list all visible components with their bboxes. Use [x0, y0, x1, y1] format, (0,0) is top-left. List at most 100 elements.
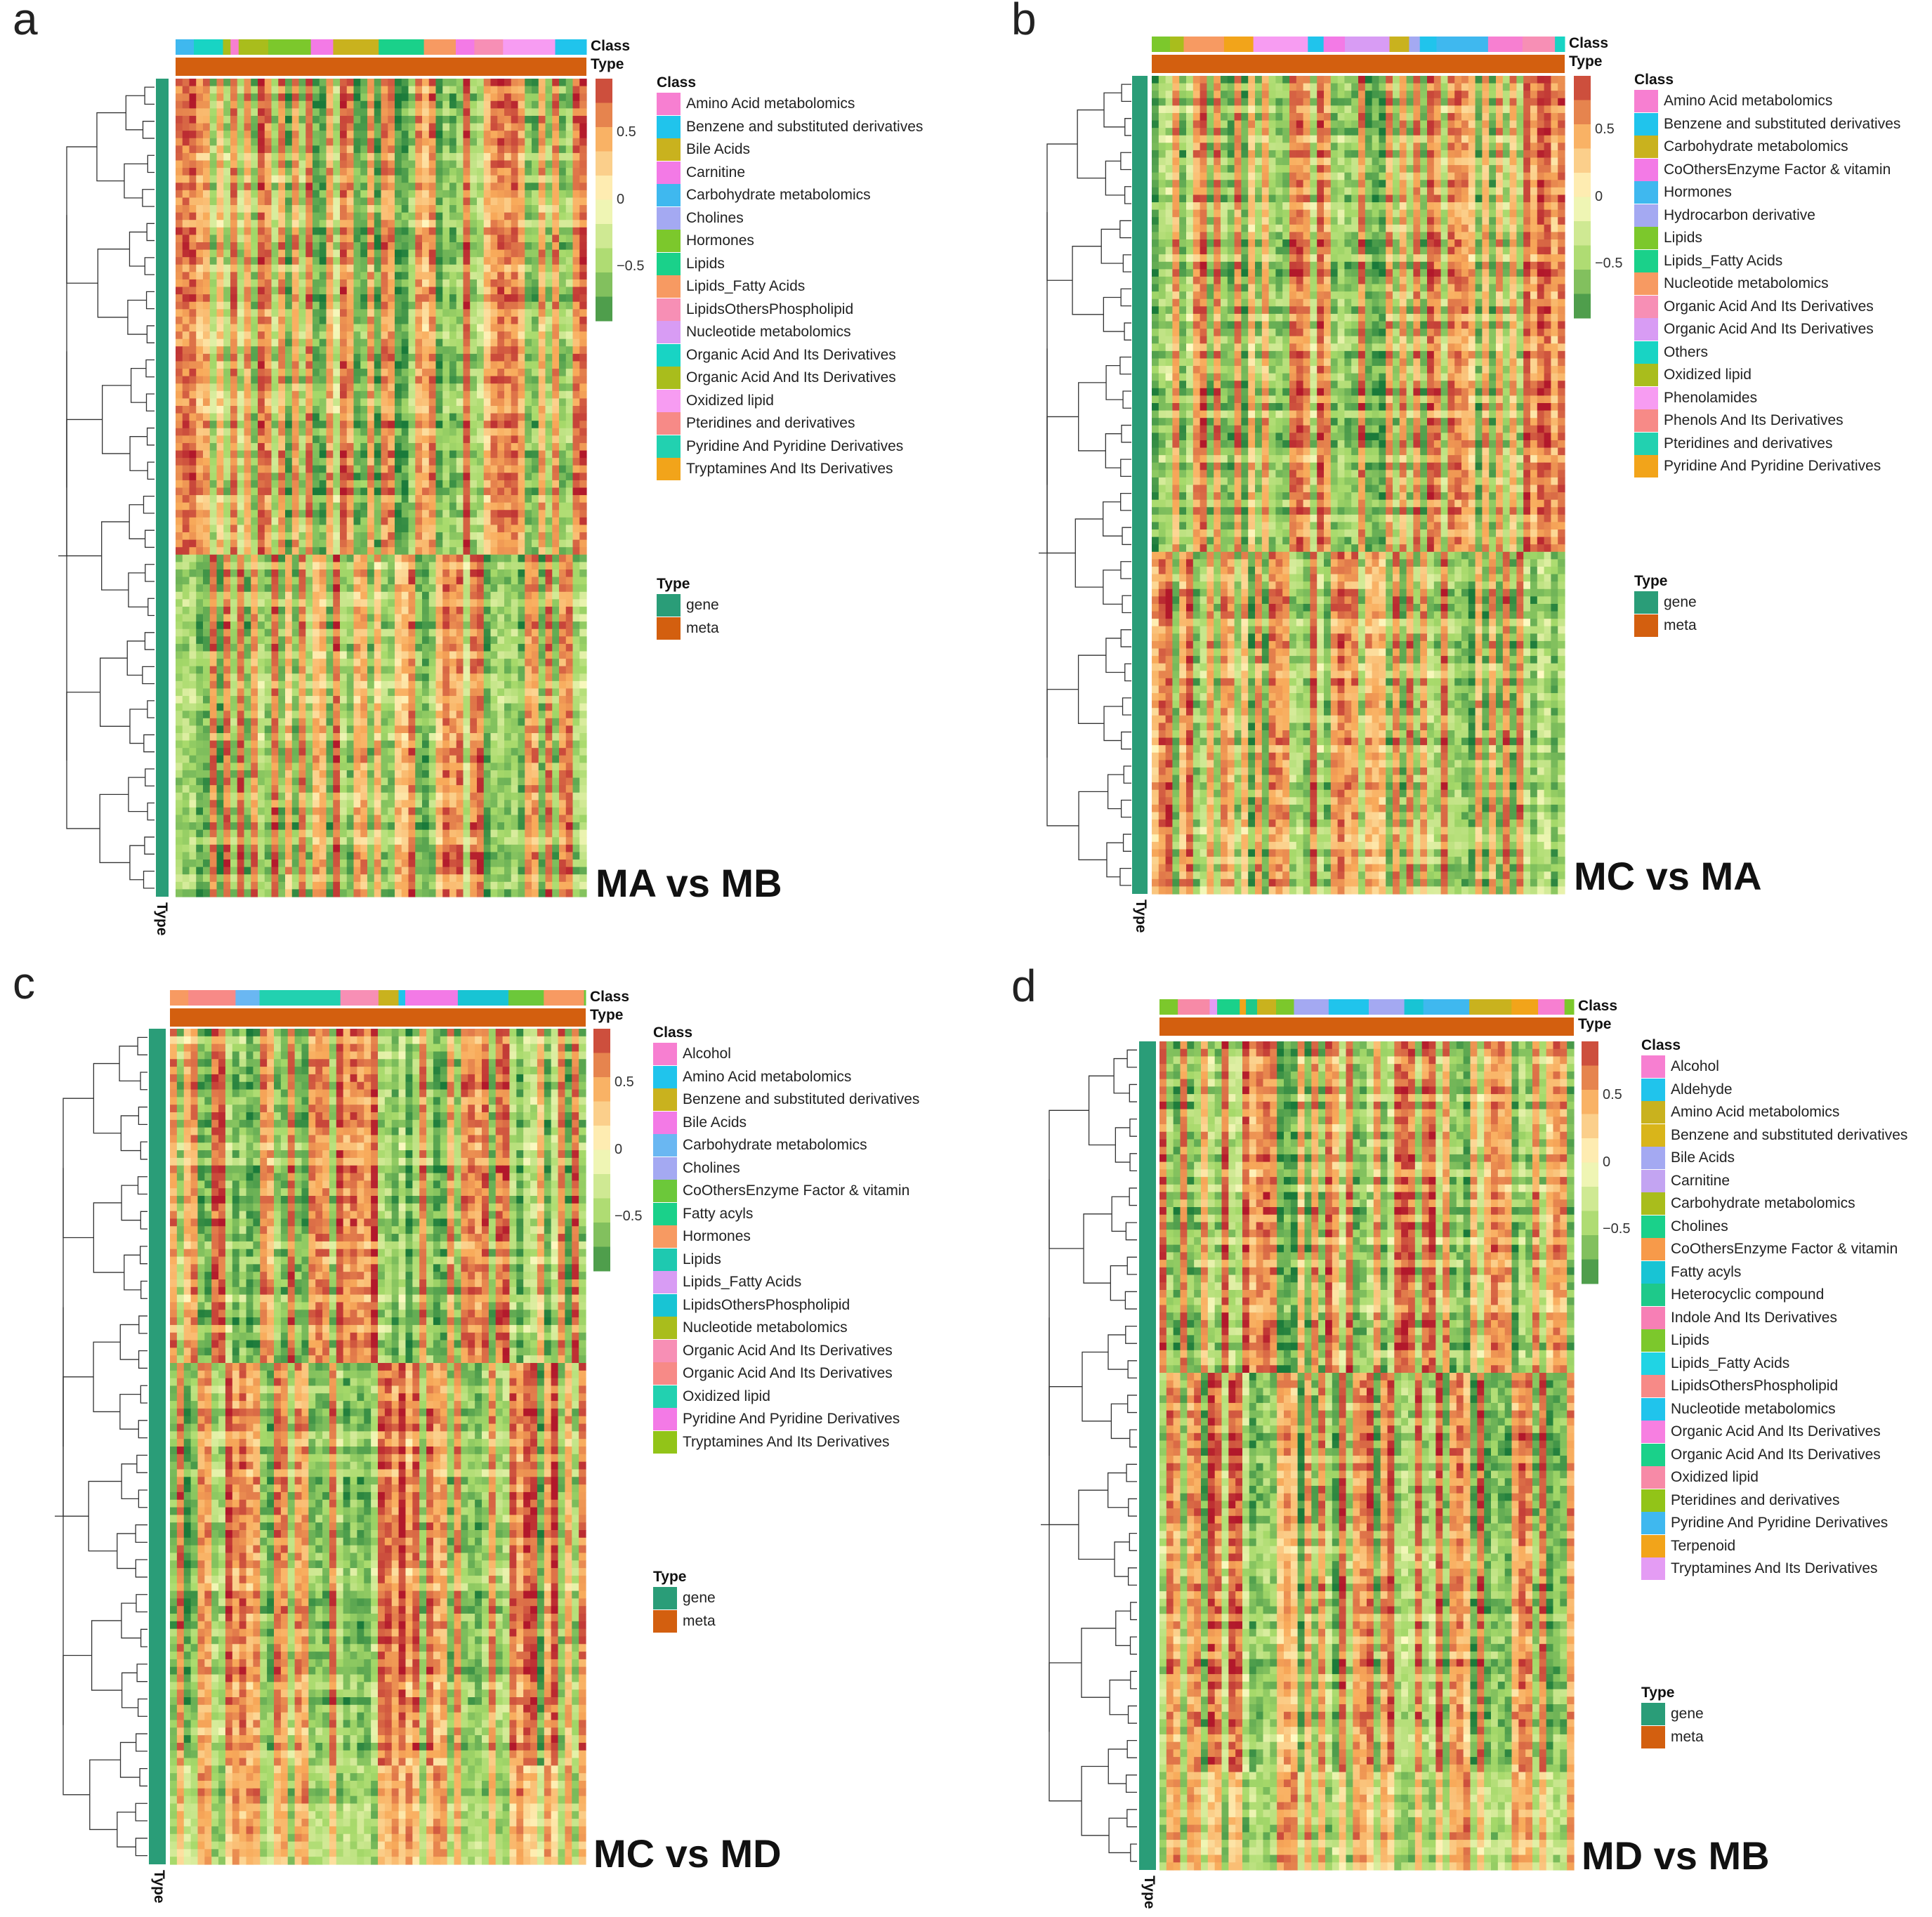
heatmap-cell: [353, 235, 361, 243]
heatmap-cell: [504, 480, 512, 489]
heatmap-cell: [340, 145, 348, 154]
heatmap-cell: [428, 487, 437, 496]
heatmap-cell: [340, 309, 348, 317]
heatmap-cell: [258, 316, 265, 325]
heatmap-cell: [237, 294, 245, 303]
heatmap-cell: [264, 301, 272, 310]
heatmap-cell: [422, 264, 430, 272]
heatmap-cell: [497, 651, 505, 659]
heatmap-cell: [367, 510, 375, 518]
heatmap-cell: [401, 480, 409, 489]
heatmap-cell: [477, 376, 485, 384]
heatmap-cell: [291, 458, 300, 466]
heatmap-cell: [313, 577, 320, 585]
heatmap-cell: [346, 145, 355, 154]
heatmap-cell: [374, 183, 382, 191]
heatmap-cell: [333, 398, 341, 407]
heatmap-cell: [497, 301, 505, 310]
heatmap-cell: [298, 160, 306, 169]
heatmap-cell: [422, 131, 430, 139]
heatmap-cell: [367, 517, 375, 526]
heatmap-cell: [490, 383, 498, 392]
heatmap-cell: [285, 435, 293, 444]
heatmap-cell: [497, 636, 505, 645]
heatmap-cell: [230, 465, 238, 473]
heatmap-cell: [291, 628, 300, 637]
heatmap-cell: [223, 614, 231, 622]
heatmap-cell: [326, 539, 334, 548]
heatmap-cell: [538, 361, 546, 369]
heatmap-cell: [449, 160, 457, 169]
heatmap-cell: [483, 510, 492, 518]
heatmap-cell: [435, 487, 443, 496]
heatmap-cell: [340, 495, 348, 503]
heatmap-cell: [463, 680, 471, 690]
heatmap-cell: [182, 673, 190, 682]
heatmap-cell: [415, 562, 423, 570]
heatmap-cell: [483, 673, 492, 682]
heatmap-cell: [538, 591, 546, 600]
heatmap-cell: [490, 79, 498, 87]
heatmap-cell: [381, 100, 388, 109]
heatmap-cell: [408, 190, 416, 199]
heatmap-cell: [559, 264, 567, 272]
heatmap-cell: [545, 160, 553, 169]
heatmap-cell: [333, 614, 341, 622]
heatmap-cell: [340, 421, 348, 429]
heatmap-cell: [490, 183, 498, 191]
heatmap-cell: [182, 205, 190, 213]
heatmap-cell: [401, 86, 409, 94]
heatmap-cell: [511, 421, 519, 429]
heatmap-cell: [538, 205, 546, 213]
heatmap-cell: [559, 152, 567, 162]
heatmap-cell: [497, 227, 505, 236]
heatmap-cell: [189, 502, 197, 510]
heatmap-cell: [216, 123, 224, 131]
heatmap-cell: [367, 145, 375, 154]
heatmap-cell: [353, 160, 361, 169]
heatmap-cell: [483, 554, 492, 563]
heatmap-cell: [545, 376, 553, 384]
heatmap-cell: [278, 286, 286, 295]
heatmap-cell: [518, 286, 525, 295]
heatmap-cell: [333, 361, 341, 369]
heatmap-cell: [381, 249, 388, 258]
heatmap-cell: [483, 183, 492, 191]
heatmap-cell: [579, 458, 587, 466]
heatmap-cell: [340, 168, 348, 176]
heatmap-cell: [538, 651, 546, 659]
heatmap-cell: [579, 621, 587, 630]
heatmap-cell: [477, 666, 485, 674]
heatmap-cell: [442, 510, 450, 518]
heatmap-cell: [456, 115, 464, 124]
heatmap-cell: [326, 242, 334, 251]
heatmap-cell: [456, 212, 464, 220]
heatmap-cell: [504, 606, 512, 615]
heatmap-cell: [326, 152, 334, 162]
heatmap-cell: [504, 79, 512, 87]
heatmap-cell: [449, 614, 457, 622]
heatmap-cell: [497, 115, 505, 124]
heatmap-cell: [285, 473, 293, 481]
heatmap-cell: [189, 100, 197, 109]
heatmap-cell: [545, 599, 553, 607]
heatmap-cell: [579, 205, 587, 213]
heatmap-cell: [216, 577, 224, 585]
heatmap-cell: [258, 621, 265, 630]
heatmap-cell: [360, 183, 368, 191]
heatmap-cell: [305, 659, 313, 667]
heatmap-cell: [203, 502, 211, 510]
heatmap-cell: [408, 591, 416, 600]
heatmap-cell: [285, 115, 293, 124]
heatmap-cell: [565, 197, 574, 206]
heatmap-cell: [525, 294, 532, 303]
heatmap-cell: [230, 398, 238, 407]
heatmap-cell: [313, 301, 320, 310]
heatmap-cell: [251, 168, 258, 176]
heatmap-cell: [189, 272, 197, 280]
heatmap-cell: [278, 636, 286, 645]
heatmap-cell: [422, 450, 430, 459]
heatmap-cell: [285, 390, 293, 400]
heatmap-cell: [525, 428, 532, 436]
heatmap-cell: [319, 183, 327, 191]
